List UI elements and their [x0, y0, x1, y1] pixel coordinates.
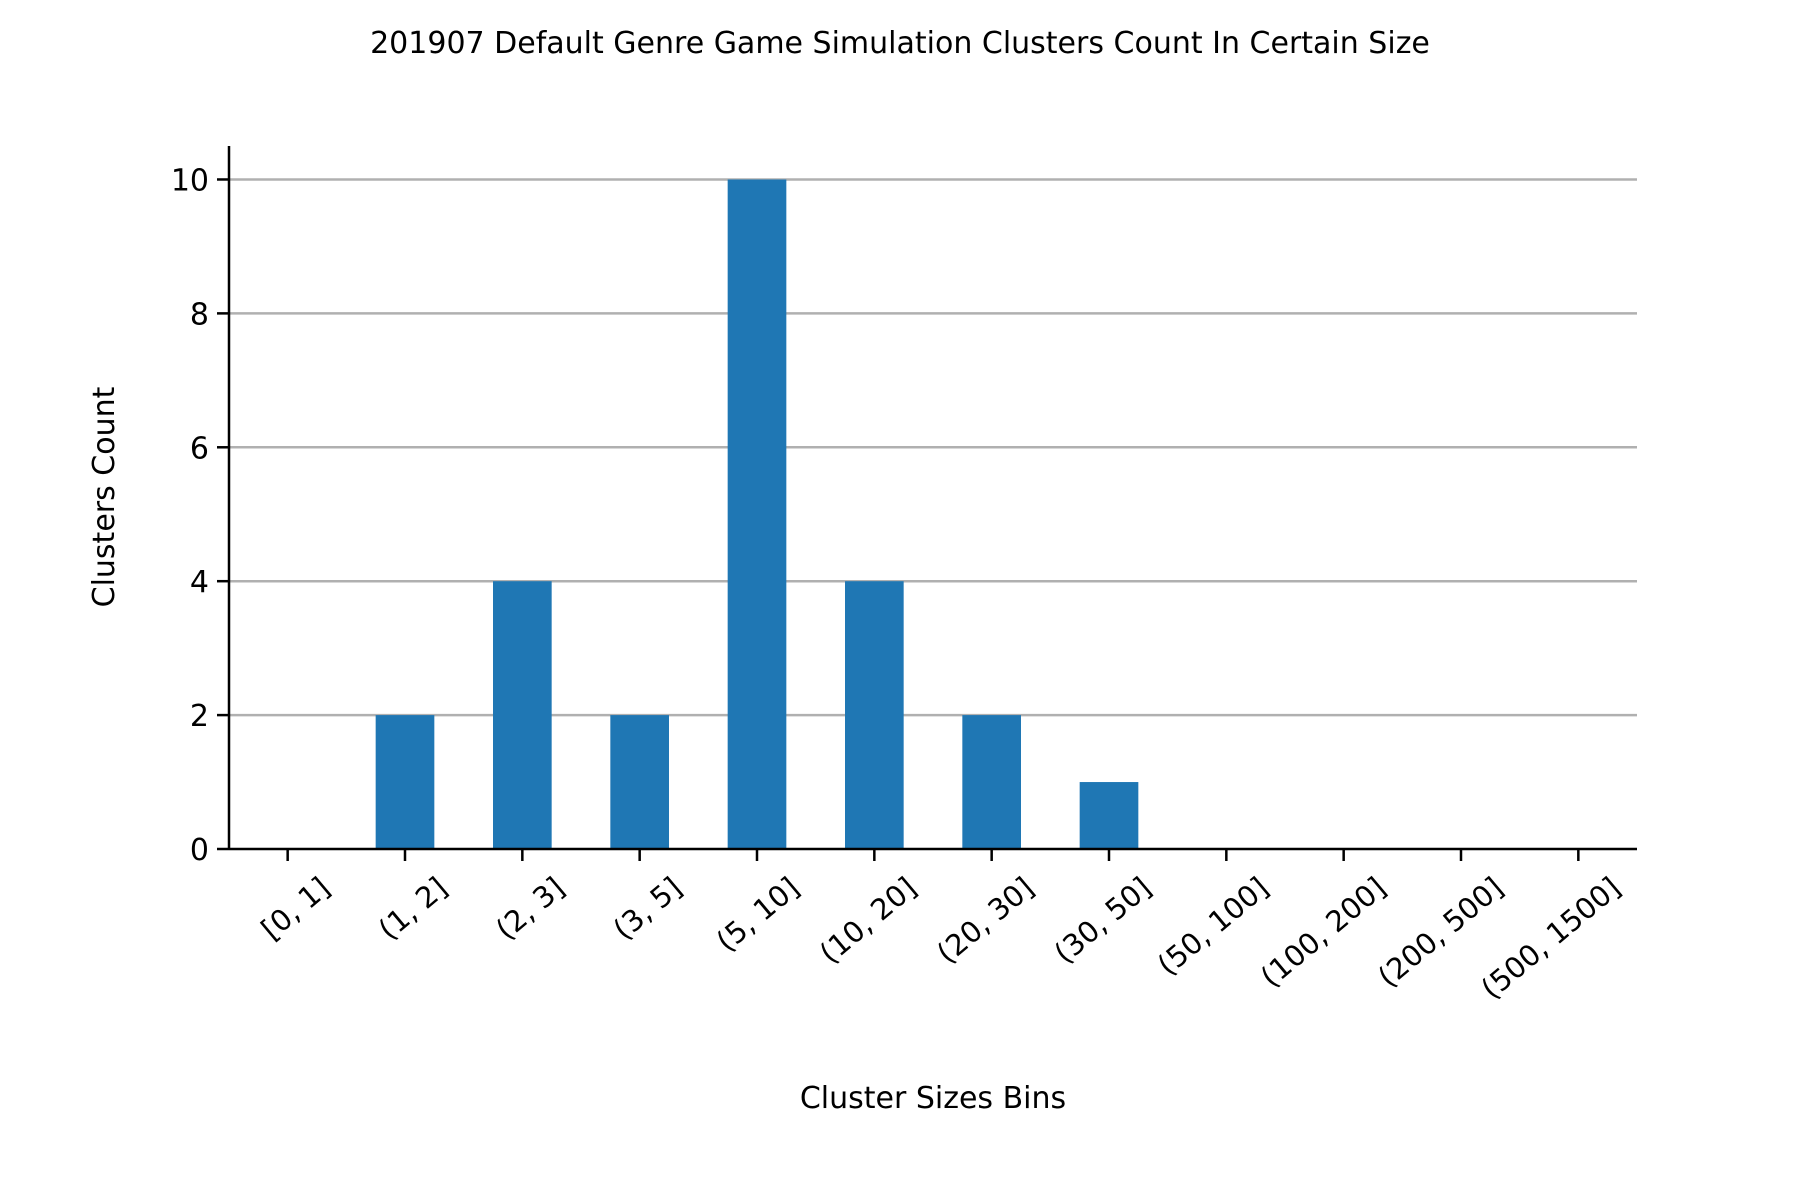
x-ticks: [0, 1] (1, 2] (2, 3] (3, 5] (5, 10] (10, 20](… [255, 849, 1627, 1006]
bars [375, 179, 1139, 849]
x-tick-label: (30, 50] [1048, 870, 1158, 970]
x-tick-label: (1, 2] [372, 870, 454, 946]
bar-(10, 20] [845, 581, 904, 849]
x-tick-label: (100, 200] [1254, 870, 1392, 994]
y-axis-label: Clusters Count [87, 386, 122, 607]
y-tick-label: 0 [190, 833, 209, 868]
bar-(30, 50] [1079, 782, 1139, 849]
y-tick-label: 10 [171, 163, 209, 198]
y-tick-label: 4 [190, 565, 209, 600]
x-tick-label: (5, 10] [710, 870, 806, 958]
y-tick-label: 6 [190, 431, 209, 466]
x-tick-label: (3, 5] [607, 870, 689, 946]
y-tick-label: 2 [190, 699, 209, 734]
axes [227, 146, 1637, 851]
bar-(1, 2] [375, 715, 435, 849]
bar-(3, 5] [610, 715, 669, 849]
y-ticks: 0 2 4 6 8 10 [171, 163, 229, 868]
x-tick-label: (2, 3] [489, 870, 571, 946]
x-tick-label: (10, 20] [813, 870, 923, 970]
y-tick-label: 8 [190, 297, 209, 332]
x-tick-label: (20, 30] [930, 870, 1040, 970]
grid-lines [229, 178, 1637, 717]
chart-title: 201907 Default Genre Game Simulation Clu… [370, 26, 1430, 61]
bar-(2, 3] [493, 581, 552, 849]
bar-(20, 30] [962, 715, 1021, 849]
bar-(5, 10] [727, 179, 787, 849]
x-axis-label: Cluster Sizes Bins [800, 1081, 1066, 1116]
x-tick-label: [0, 1] [255, 870, 337, 946]
